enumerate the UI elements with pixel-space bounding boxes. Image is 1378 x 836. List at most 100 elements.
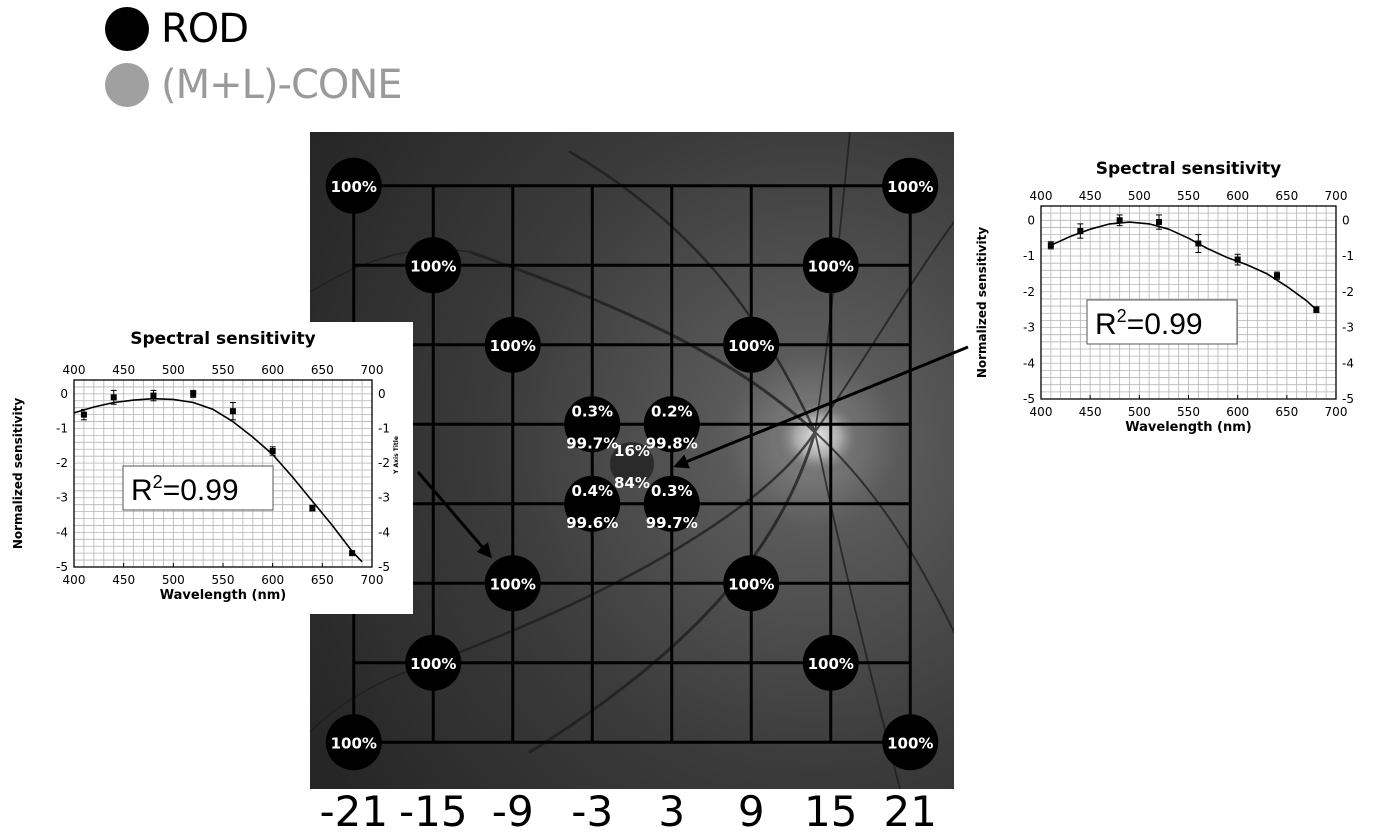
x-tick-label-bottom: 600 bbox=[1226, 405, 1249, 419]
y-tick-label-left: -4 bbox=[1023, 356, 1035, 370]
y-tick-label-right: -3 bbox=[1342, 321, 1354, 335]
fit-curve bbox=[73, 397, 363, 563]
r-squared-value: =0.99 bbox=[163, 474, 239, 507]
x-tick-label-top: 500 bbox=[162, 363, 185, 377]
y-tick-label-right: -4 bbox=[1342, 356, 1354, 370]
r-squared-letter: R bbox=[1095, 308, 1117, 341]
rod-percentage-label: 100% bbox=[331, 734, 377, 752]
x-tick-label-top: 400 bbox=[1030, 189, 1053, 203]
data-point bbox=[229, 408, 236, 415]
rod-percentage-label: 100% bbox=[331, 178, 377, 196]
x-tick-label: 21 bbox=[883, 787, 937, 836]
x-tick-label-bottom: 500 bbox=[162, 573, 185, 587]
rod-measurement-circle bbox=[564, 396, 621, 453]
x-axis-label: Wavelength (nm) bbox=[1125, 420, 1251, 435]
x-tick-label-top: 450 bbox=[112, 363, 135, 377]
rod-percentage-label: 100% bbox=[808, 257, 854, 275]
y-tick-label-left: -4 bbox=[56, 525, 68, 539]
x-tick-label-bottom: 650 bbox=[1275, 405, 1298, 419]
chart-title: Spectral sensitivity bbox=[130, 329, 316, 349]
rod-measurement-circle bbox=[405, 634, 462, 691]
rod-measurement-circle bbox=[564, 475, 621, 532]
x-tick-label-top: 400 bbox=[63, 363, 86, 377]
rod-percentage-label: 100% bbox=[887, 178, 933, 196]
rod-measurement-circle bbox=[610, 442, 654, 486]
x-tick-label-bottom: 700 bbox=[361, 573, 384, 587]
data-point bbox=[190, 390, 197, 397]
spectral-chart-left: 400 400 450 450 500 500 550 550 600 600 650 650 700 7… bbox=[0, 322, 413, 614]
spectral-chart-right: 400 400 450 450 500 500 550 550 600 600 650 650 700 7… bbox=[972, 150, 1378, 450]
y-tick-label-left: -5 bbox=[56, 560, 68, 574]
cone-percentage-label: 99.8% bbox=[646, 434, 698, 452]
x-axis-label: Wavelength (nm) bbox=[160, 588, 286, 603]
rod-measurement-circle bbox=[723, 316, 780, 373]
x-tick-label-top: 600 bbox=[261, 363, 284, 377]
y-tick-label-right: -1 bbox=[378, 421, 390, 435]
rod-measurement-circle bbox=[405, 237, 462, 294]
data-point bbox=[269, 447, 276, 454]
r-squared-letter: R bbox=[131, 474, 153, 507]
x-tick-label-bottom: 550 bbox=[212, 573, 235, 587]
rod-measurement-circle bbox=[802, 237, 859, 294]
y-tick-label-left: -3 bbox=[56, 491, 68, 505]
y-axis-label: Normalized sensitivity bbox=[975, 227, 989, 379]
x-tick-label: 9 bbox=[737, 787, 765, 836]
x-tick-label-top: 450 bbox=[1079, 189, 1102, 203]
fit-curve bbox=[1050, 221, 1317, 311]
r-squared-value: =0.99 bbox=[1127, 308, 1203, 341]
x-axis-eccentricity-ticks: -21 -15 -9 -3 3 9 15 21 bbox=[0, 788, 1378, 835]
y-axis-label: Normalized sensitivity bbox=[11, 398, 25, 550]
rod-dot-icon bbox=[105, 7, 149, 51]
y-tick-label-left: -2 bbox=[1023, 285, 1035, 299]
rod-measurement-circle bbox=[723, 555, 780, 612]
rod-percentage-label: 100% bbox=[728, 337, 774, 355]
chart-title: Spectral sensitivity bbox=[1096, 159, 1282, 179]
arrow-left-inset bbox=[416, 471, 492, 559]
rod-percentage-label: 0.4% bbox=[571, 482, 613, 500]
rod-percentage-label: 16% bbox=[614, 442, 650, 460]
y-tick-label-right: -1 bbox=[1342, 249, 1354, 263]
y-tick-label-left: -2 bbox=[56, 456, 68, 470]
x-tick-label-top: 600 bbox=[1226, 189, 1249, 203]
rod-percentage-label: 100% bbox=[490, 575, 536, 593]
x-tick-label: -9 bbox=[491, 787, 534, 836]
r-squared-label: R2=0.99 bbox=[1095, 306, 1203, 341]
x-tick-label-top: 550 bbox=[212, 363, 235, 377]
r-squared-box bbox=[1086, 299, 1238, 345]
r-squared-box bbox=[122, 465, 274, 511]
r-squared-label: R2=0.99 bbox=[131, 472, 239, 507]
x-tick-label-top: 700 bbox=[361, 363, 384, 377]
x-tick-label-bottom: 650 bbox=[311, 573, 334, 587]
rod-percentage-label: 100% bbox=[728, 575, 774, 593]
x-tick-label-bottom: 450 bbox=[112, 573, 135, 587]
x-tick-label-bottom: 600 bbox=[261, 573, 284, 587]
y-tick-label-right: -5 bbox=[378, 560, 390, 574]
x-tick-label: -21 bbox=[319, 787, 389, 836]
legend-label-rod: ROD bbox=[161, 6, 249, 52]
x-tick-label: -3 bbox=[571, 787, 614, 836]
cone-percentage-label: 99.7% bbox=[646, 514, 698, 532]
y-tick-label-right: -2 bbox=[378, 456, 390, 470]
x-tick-label-bottom: 450 bbox=[1079, 405, 1102, 419]
rod-measurement-circle bbox=[882, 157, 939, 214]
legend-item-cone: (M+L)-CONE bbox=[105, 60, 403, 110]
x-tick-label: 15 bbox=[804, 787, 858, 836]
cone-percentage-label: 99.6% bbox=[566, 514, 618, 532]
cone-percentage-label: 84% bbox=[614, 474, 650, 492]
data-point bbox=[150, 392, 157, 399]
r-squared-superscript: 2 bbox=[1117, 306, 1127, 326]
data-point bbox=[1116, 217, 1123, 224]
arrow-right-inset bbox=[673, 345, 969, 469]
x-tick-label-top: 700 bbox=[1325, 189, 1348, 203]
y-tick-label-right: -3 bbox=[378, 491, 390, 505]
x-tick-label-top: 500 bbox=[1128, 189, 1151, 203]
y-tick-label-left: -1 bbox=[1023, 249, 1035, 263]
r-squared-superscript: 2 bbox=[153, 472, 163, 492]
rod-measurement-circle bbox=[325, 714, 382, 771]
y-tick-label-left: 0 bbox=[1027, 213, 1035, 227]
data-point bbox=[1077, 228, 1084, 235]
y-tick-label-right: -4 bbox=[378, 525, 390, 539]
y-tick-label-right: -5 bbox=[1342, 392, 1354, 406]
